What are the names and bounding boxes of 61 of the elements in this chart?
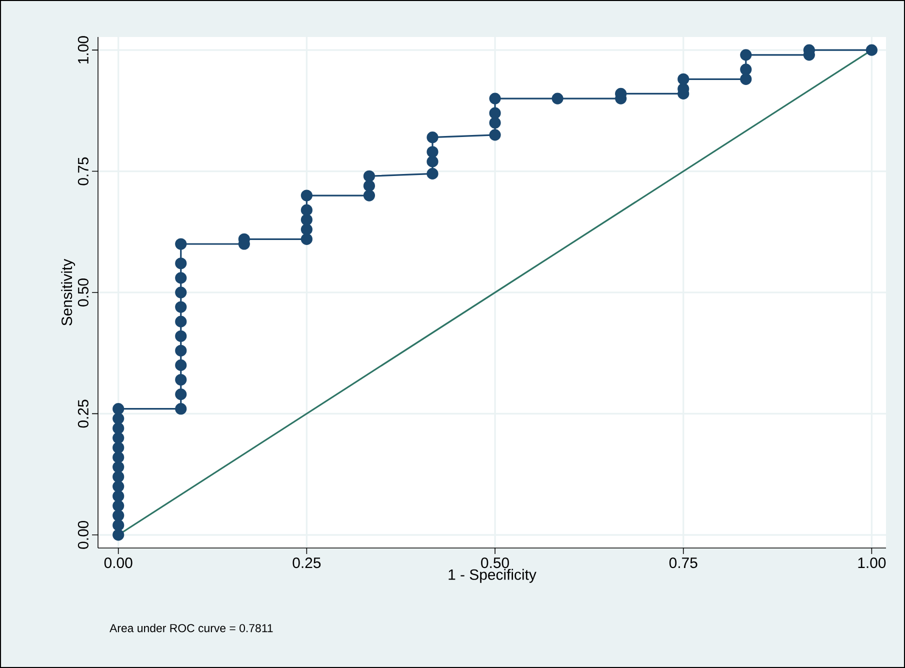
point xyxy=(112,461,124,473)
point xyxy=(112,519,124,531)
y-tick-label: 0.25 xyxy=(78,400,88,428)
point xyxy=(112,470,124,483)
point xyxy=(489,116,501,129)
point xyxy=(678,73,690,85)
point xyxy=(740,64,752,76)
point xyxy=(363,170,376,182)
x-tick-label: 0.00 xyxy=(104,558,132,568)
point xyxy=(300,204,312,216)
point xyxy=(426,146,438,158)
point xyxy=(175,359,187,372)
y-tick-label: 0.00 xyxy=(78,520,88,549)
x-tick-label: 0.75 xyxy=(669,558,698,568)
point xyxy=(300,224,312,236)
point xyxy=(300,190,312,202)
point xyxy=(426,168,438,180)
point xyxy=(175,374,187,386)
point xyxy=(112,412,124,424)
point xyxy=(866,44,878,56)
y-tick-label: 1.00 xyxy=(78,36,88,64)
point xyxy=(112,529,124,541)
y-tick-label: 0.50 xyxy=(78,278,88,306)
point xyxy=(175,238,187,250)
point xyxy=(426,132,438,144)
point xyxy=(489,129,501,141)
x-tick-label: 0.25 xyxy=(292,558,321,568)
point xyxy=(112,432,124,444)
point xyxy=(112,490,124,502)
point xyxy=(489,107,501,119)
point xyxy=(363,190,376,202)
point xyxy=(112,422,124,434)
point xyxy=(175,330,187,342)
point xyxy=(175,316,187,328)
point xyxy=(112,480,124,492)
point xyxy=(112,452,124,464)
x-tick-label: 1.00 xyxy=(858,558,886,568)
point xyxy=(426,156,438,168)
point xyxy=(175,272,187,284)
point xyxy=(363,180,376,192)
point xyxy=(112,510,124,522)
point xyxy=(740,73,752,85)
point xyxy=(489,92,501,104)
point xyxy=(300,233,312,245)
point xyxy=(112,500,124,512)
point xyxy=(112,403,124,415)
y-tick-label: 0.75 xyxy=(78,157,88,186)
point xyxy=(740,49,752,61)
point xyxy=(175,258,187,270)
x-axis-title: 1 - Specificity xyxy=(448,568,536,583)
y-axis-title: Sensitivity xyxy=(61,258,76,326)
point xyxy=(300,214,312,226)
point xyxy=(175,301,187,313)
point xyxy=(175,403,187,415)
point xyxy=(112,442,124,454)
x-tick-label: 0.50 xyxy=(481,558,509,568)
point xyxy=(175,388,187,400)
point xyxy=(175,286,187,298)
point xyxy=(175,344,187,356)
text: Area under ROC curve = 0.7811 xyxy=(110,624,273,632)
point xyxy=(552,92,564,104)
